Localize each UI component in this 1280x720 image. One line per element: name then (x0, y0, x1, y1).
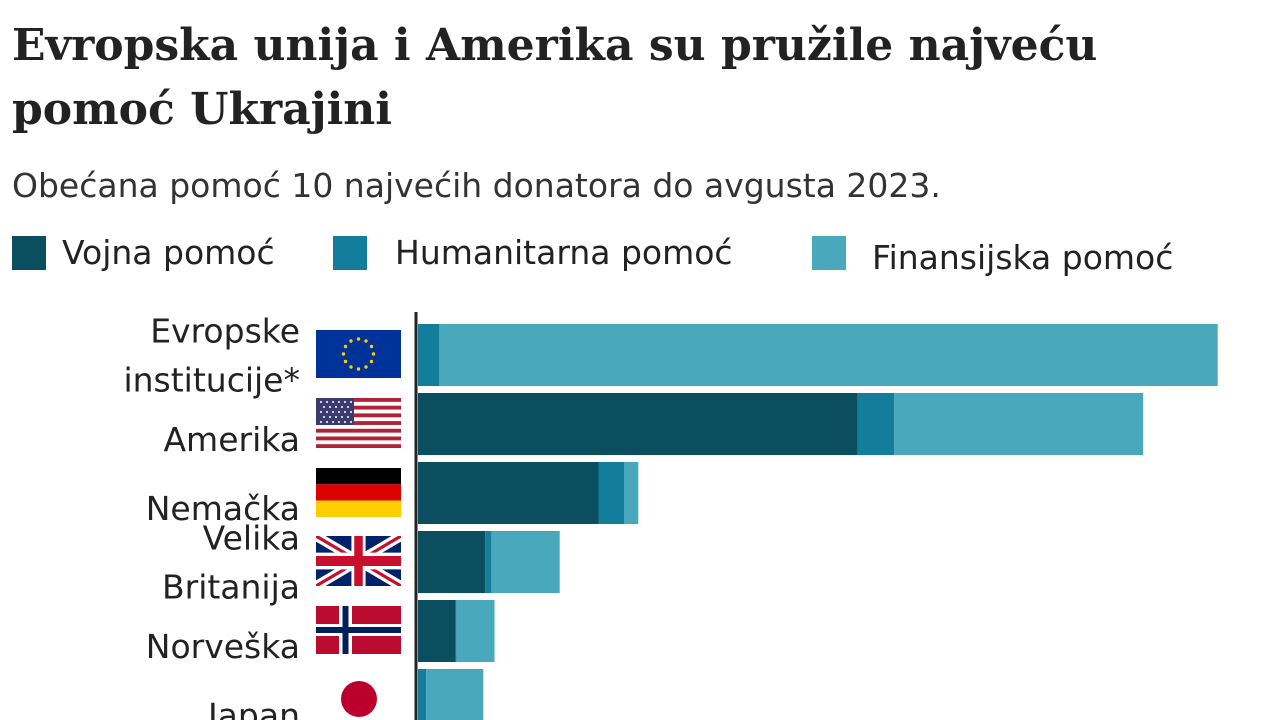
bar-humanitarian-3 (485, 531, 492, 593)
category-label-line: Britanija (162, 568, 300, 607)
japan-flag-icon (316, 672, 401, 720)
germany-flag-icon (316, 468, 401, 517)
legend-label-humanitarian: Humanitarna pomoć (395, 233, 733, 272)
category-label-line: institucije* (123, 361, 300, 400)
category-label-line: Velika (203, 519, 300, 558)
bar-financial-2 (624, 462, 639, 524)
legend-label-financial: Finansijska pomoć (872, 238, 1174, 277)
category-label-line: Japan (206, 696, 300, 720)
legend-swatch-financial (812, 236, 846, 270)
bar-military-1 (418, 393, 858, 455)
chart-title: Evropska unija i Amerika su pružile najv… (12, 20, 1098, 135)
usa-flag-icon (316, 398, 401, 448)
bar-financial-5 (426, 669, 484, 720)
category-label-line: Amerika (163, 420, 300, 459)
category-label-3: Velika Britanija (162, 519, 300, 607)
bar-humanitarian-1 (857, 393, 895, 455)
uk-flag-icon (316, 536, 401, 586)
bar-financial-4 (456, 600, 495, 662)
bar-chart: Evropske institucije* Amerika NemačkaVelika… (123, 312, 1218, 720)
bar-humanitarian-0 (418, 324, 440, 386)
category-label-4: Norveška (146, 627, 300, 666)
category-labels-group: Evropske institucije* Amerika NemačkaVelika… (123, 312, 300, 720)
category-label-line: Nemačka (146, 489, 300, 528)
category-label-5: Japan (206, 696, 300, 720)
bar-financial-1 (894, 393, 1144, 455)
legend-swatch-military (12, 236, 46, 270)
category-label-1: Amerika (163, 420, 300, 459)
bar-humanitarian-5 (418, 669, 427, 720)
legend-swatch-humanitarian (333, 236, 367, 270)
bar-military-4 (418, 600, 456, 662)
category-label-0: Evropske institucije* (123, 312, 300, 400)
bar-military-3 (418, 531, 486, 593)
chart-subtitle: Obećana pomoć 10 najvećih donatora do av… (12, 166, 941, 205)
eu-flag-icon (316, 330, 401, 378)
category-label-2: Nemačka (146, 489, 300, 528)
norway-flag-icon (316, 606, 401, 654)
flags-group (316, 330, 401, 720)
bar-military-2 (418, 462, 599, 524)
bar-humanitarian-4 (455, 600, 457, 662)
bar-financial-3 (491, 531, 560, 593)
bars-group (418, 324, 1218, 720)
category-label-line: Evropske (150, 312, 300, 351)
legend-label-military: Vojna pomoć (62, 233, 275, 272)
bar-humanitarian-2 (598, 462, 624, 524)
category-label-line: Norveška (146, 627, 300, 666)
bar-financial-0 (439, 324, 1218, 386)
